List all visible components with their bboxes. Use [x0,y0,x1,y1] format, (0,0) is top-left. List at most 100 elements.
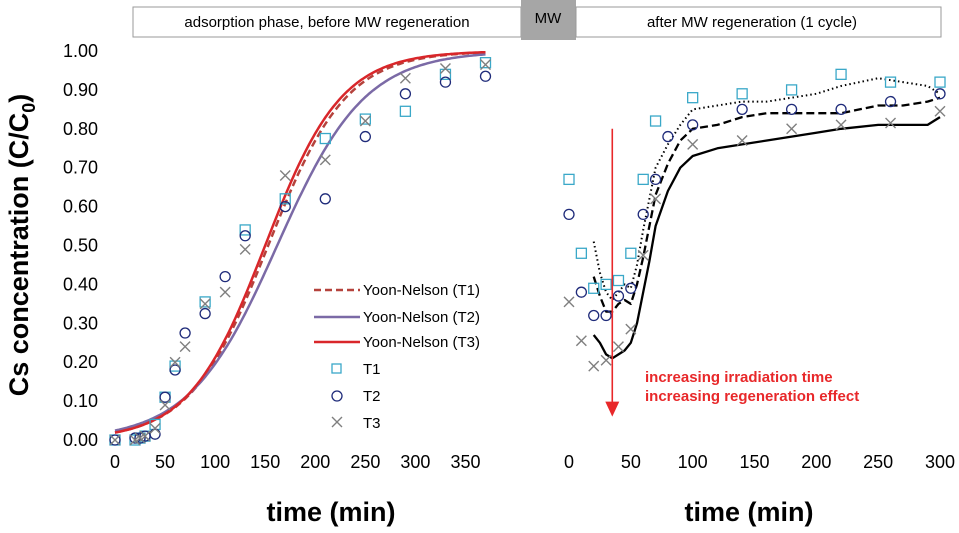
data-point-t1 [736,88,748,100]
annotation-irradiation-time: increasing irradiation time [645,369,833,386]
data-point-t3 [575,335,587,347]
y-tick-label: 0.40 [63,274,98,294]
data-point-t2 [785,103,798,115]
data-point-t3 [650,193,662,205]
x-tick-label: 100 [678,452,708,472]
y-tick-label: 0.10 [63,391,98,411]
trend-line-3 [592,116,941,360]
left-x-axis-title: time (min) [266,497,395,527]
data-point-t2 [934,88,946,100]
data-point-t1 [239,224,251,236]
data-point-t2 [612,290,625,302]
x-tick-label: 250 [863,452,893,472]
data-point-t3 [934,105,946,117]
legend-label-t3: T3 [363,415,381,432]
data-point-t1 [563,173,575,186]
y-tick-label: 0.80 [63,119,98,139]
x-tick-label: 100 [200,452,230,472]
x-tick-label: 300 [400,452,430,472]
data-point-t1 [835,68,847,80]
data-point-t1 [399,105,412,117]
data-point-t2 [359,130,371,143]
data-point-t1 [279,193,291,205]
regeneration-arrow [605,128,620,417]
y-tick-label: 0.50 [63,236,98,256]
data-point-t2 [239,230,251,242]
y-tick-label: 0.70 [63,158,98,178]
right-x-axis-title: time (min) [684,497,813,527]
data-point-t1 [934,76,946,88]
y-tick-label: 0.60 [63,197,98,217]
left-x-ticks: 0 50 100 150 200 250 300 350 [110,452,481,472]
legend-marker-t1 [331,363,342,374]
mw-label: MW [535,10,562,27]
y-tick-label: 0.20 [63,352,98,372]
data-point-t3 [588,360,600,372]
data-point-t3 [399,72,411,84]
y-tick-label: 0.90 [63,80,98,100]
data-point-t3 [786,123,798,135]
data-point-t1 [199,296,211,308]
data-point-t2 [219,270,231,283]
data-point-t2 [149,428,161,440]
yoon-nelson-curve-1 [114,51,486,434]
x-tick-label: 200 [801,452,831,472]
data-point-t3 [319,154,331,166]
legend-label-yn-t3: Yoon-Nelson (T3) [363,334,480,351]
data-point-t3 [687,138,699,150]
phase-label-after: after MW regeneration (1 cycle) [647,14,857,31]
data-point-t1 [359,113,371,125]
x-tick-label: 300 [925,452,955,472]
data-point-t1 [884,76,897,88]
left-y-ticks: 0.00 0.10 0.20 0.30 0.40 0.50 0.60 0.70 0.80 0.90… [63,41,98,450]
data-point-t2 [575,286,588,298]
data-point-t3 [359,115,371,127]
data-point-t3 [239,243,251,255]
data-point-t1 [479,57,492,69]
data-point-t3 [139,430,151,442]
y-tick-label: 0.30 [63,313,98,333]
data-point-t3 [600,354,612,366]
left-model-curves [114,50,486,434]
data-point-t2 [169,364,181,376]
yoon-nelson-curve-3 [114,50,486,434]
data-point-t1 [588,282,600,294]
x-tick-label: 150 [250,452,280,472]
data-point-t2 [159,391,171,403]
data-point-t1 [637,173,649,186]
data-point-t2 [736,103,748,115]
data-point-t1 [612,274,625,287]
data-point-t2 [134,432,146,444]
data-point-t3 [563,296,575,308]
data-point-t2 [884,95,897,108]
data-point-t2 [637,208,649,221]
data-point-t3 [612,341,624,353]
x-tick-label: 0 [110,452,120,472]
data-point-t2 [600,309,612,322]
data-point-t3 [159,399,171,411]
data-point-t3 [625,323,637,335]
data-point-t2 [399,88,412,100]
data-point-t1 [649,115,662,127]
data-point-t2 [179,327,191,339]
phase-box-before [132,6,522,38]
trend-line-1 [592,77,941,301]
data-point-t2 [687,119,699,131]
legend-label-yn-t1: Yoon-Nelson (T1) [363,282,480,299]
data-point-t3 [736,134,748,146]
x-tick-label: 250 [350,452,380,472]
mw-box [521,0,576,40]
data-point-t3 [279,169,291,181]
annotation-regeneration-effect: increasing regeneration effect [645,388,859,405]
right-trend-lines [592,77,941,360]
right-x-ticks: 0 50 100 150 200 250 300 [564,452,955,472]
yoon-nelson-curve-2 [114,53,486,432]
data-point-t3 [439,63,451,74]
data-point-t1 [600,278,612,291]
data-point-t3 [835,119,847,131]
legend-label-t2: T2 [363,388,381,405]
data-point-t1 [785,84,798,96]
legend: Yoon-Nelson (T1) Yoon-Nelson (T2) Yoon-N… [314,282,480,432]
data-point-t2 [588,309,600,322]
